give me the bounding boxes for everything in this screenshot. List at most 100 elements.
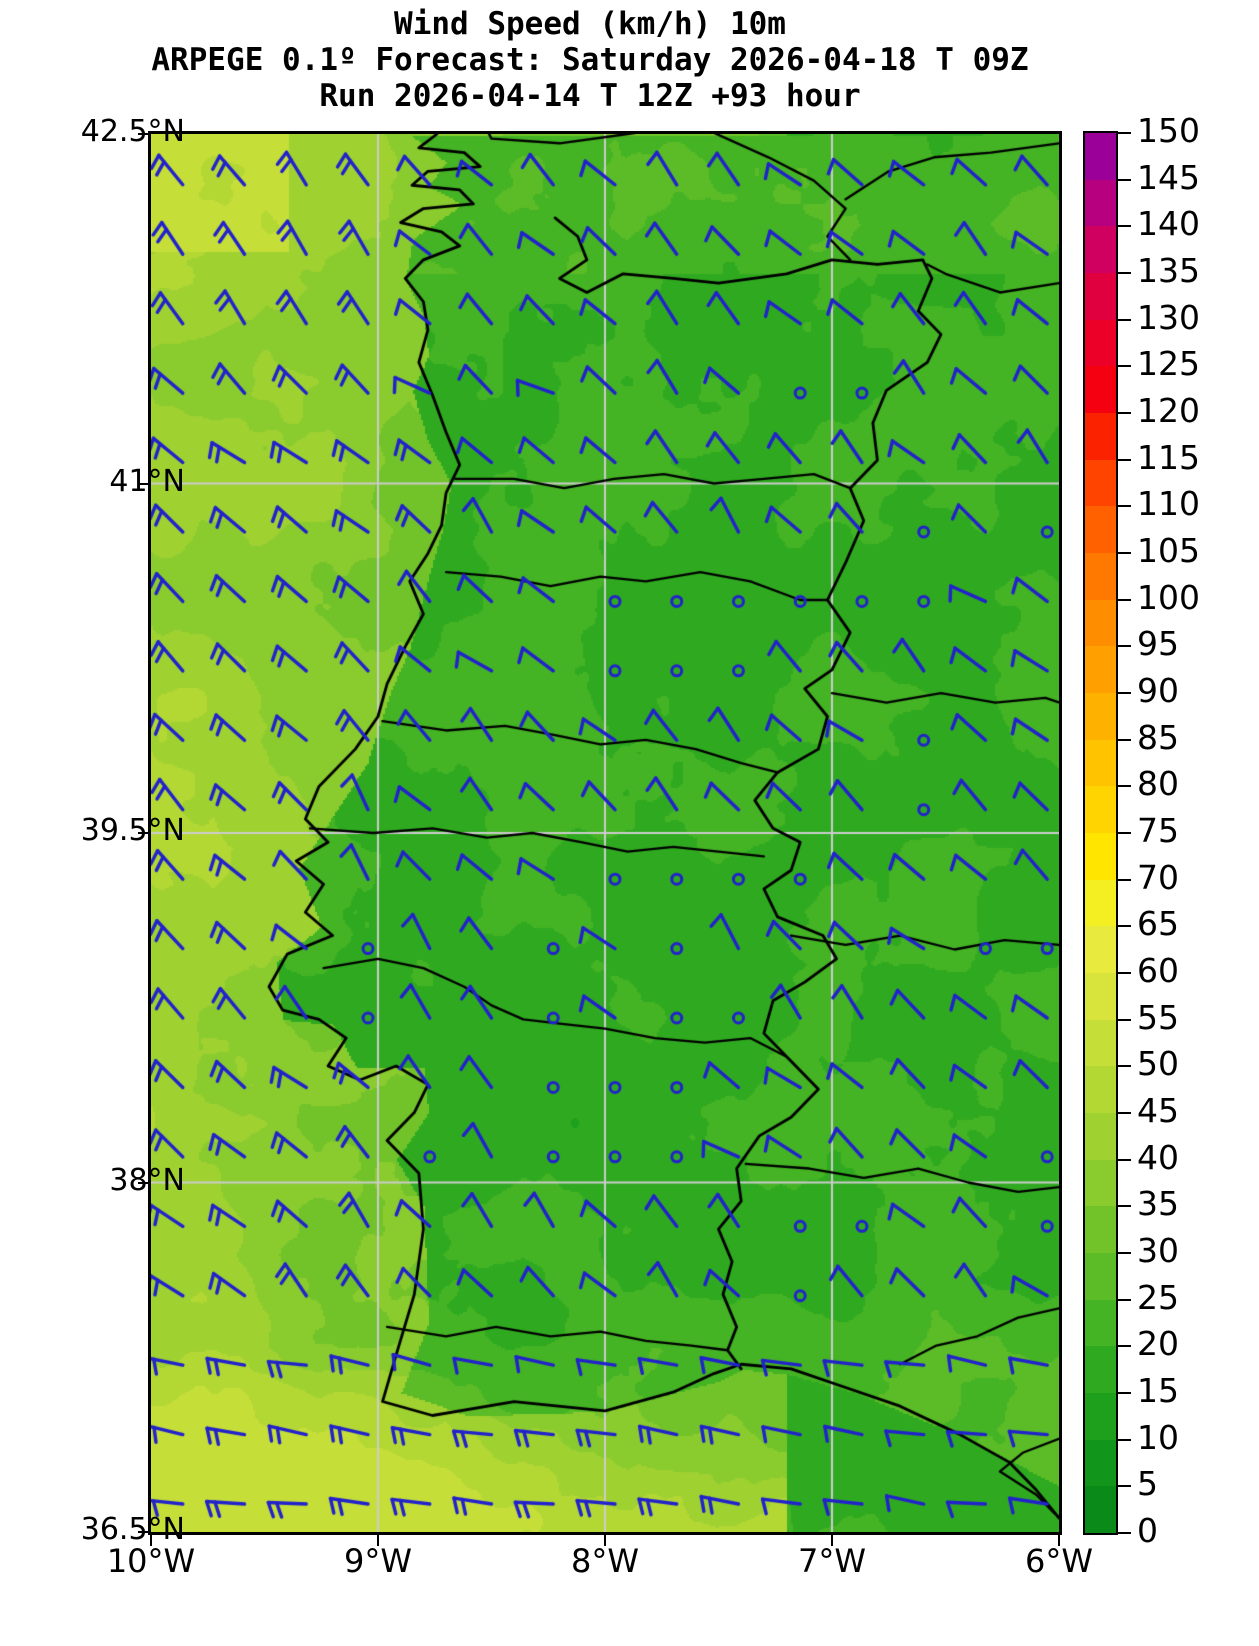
colorbar-tick bbox=[1118, 132, 1131, 134]
colorbar-tick bbox=[1118, 1252, 1131, 1254]
colorbar-tick-label: 130 bbox=[1137, 297, 1200, 337]
colorbar-tick bbox=[1118, 738, 1131, 741]
colorbar-tick bbox=[1118, 832, 1131, 834]
colorbar-tick bbox=[1118, 1298, 1131, 1301]
colorbar-tick bbox=[1118, 1438, 1131, 1441]
colorbar-tick-label: 5 bbox=[1137, 1464, 1158, 1504]
colorbar-tick bbox=[1118, 1392, 1131, 1394]
colorbar-segment bbox=[1085, 1345, 1116, 1393]
longitude-tick bbox=[1058, 1535, 1060, 1546]
longitude-tick-label: 7°W bbox=[798, 1542, 866, 1580]
colorbar-segment bbox=[1085, 1019, 1116, 1067]
colorbar-tick-label: 100 bbox=[1137, 577, 1200, 617]
colorbar-tick-label: 85 bbox=[1137, 717, 1179, 757]
colorbar-tick-label: 10 bbox=[1137, 1417, 1179, 1457]
colorbar-segment bbox=[1085, 1299, 1116, 1347]
wind-speed-field bbox=[151, 134, 1059, 1532]
colorbar-tick-label: 45 bbox=[1137, 1091, 1179, 1130]
colorbar-tick-label: 105 bbox=[1137, 531, 1200, 570]
colorbar-tick bbox=[1118, 645, 1131, 648]
colorbar-segment bbox=[1085, 365, 1116, 413]
colorbar-tick bbox=[1118, 1532, 1131, 1534]
latitude-tick bbox=[138, 1181, 149, 1184]
colorbar-segment bbox=[1085, 1252, 1116, 1300]
longitude-tick-label: 6°W bbox=[1025, 1542, 1093, 1580]
colorbar-segment bbox=[1085, 1205, 1116, 1253]
longitude-tick bbox=[150, 1535, 152, 1546]
colorbar-segment bbox=[1085, 785, 1116, 833]
colorbar-segment bbox=[1085, 832, 1116, 880]
colorbar-tick bbox=[1118, 785, 1131, 788]
colorbar-segment bbox=[1085, 552, 1116, 600]
colorbar-tick bbox=[1118, 552, 1131, 554]
colorbar-tick-label: 110 bbox=[1137, 484, 1200, 524]
colorbar-segment bbox=[1085, 412, 1116, 460]
colorbar-tick-label: 80 bbox=[1137, 764, 1179, 804]
colorbar-tick-label: 40 bbox=[1137, 1137, 1179, 1177]
colorbar-tick bbox=[1118, 972, 1131, 974]
latitude-tick bbox=[138, 832, 149, 834]
colorbar-tick-label: 150 bbox=[1137, 111, 1200, 150]
colorbar-segment bbox=[1085, 1159, 1116, 1207]
colorbar-tick-label: 60 bbox=[1137, 951, 1179, 990]
chart-title-block: Wind Speed (km/h) 10m ARPEGE 0.1º Foreca… bbox=[0, 6, 1180, 114]
colorbar-segment bbox=[1085, 459, 1116, 507]
colorbar-segment bbox=[1085, 1112, 1116, 1160]
longitude-tick bbox=[604, 1535, 606, 1546]
colorbar-segment bbox=[1085, 225, 1116, 273]
colorbar-tick-label: 115 bbox=[1137, 437, 1200, 477]
colorbar-tick bbox=[1118, 692, 1131, 694]
latitude-tick-label: 39.5°N bbox=[80, 813, 185, 848]
longitude-tick-label: 8°W bbox=[571, 1542, 639, 1580]
longitude-tick-label: 10°W bbox=[106, 1542, 196, 1580]
colorbar-tick-label: 50 bbox=[1137, 1044, 1179, 1084]
colorbar-tick-label: 135 bbox=[1137, 251, 1200, 290]
colorbar-segment bbox=[1085, 179, 1116, 227]
colorbar-tick-label: 35 bbox=[1137, 1184, 1179, 1224]
colorbar-tick bbox=[1118, 458, 1131, 461]
colorbar-tick bbox=[1118, 878, 1131, 881]
colorbar-tick-label: 25 bbox=[1137, 1277, 1179, 1317]
chart-subtitle-run: Run 2026-04-14 T 12Z +93 hour bbox=[319, 78, 861, 114]
longitude-tick-label: 9°W bbox=[344, 1542, 412, 1580]
colorbar-tick-label: 20 bbox=[1137, 1324, 1179, 1364]
colorbar-segment bbox=[1085, 645, 1116, 693]
colorbar-segment bbox=[1085, 505, 1116, 553]
latitude-tick-label: 42.5°N bbox=[80, 114, 185, 149]
map-plot-area[interactable] bbox=[148, 131, 1062, 1535]
colorbar-segment bbox=[1085, 739, 1116, 787]
colorbar-tick-label: 120 bbox=[1137, 391, 1200, 430]
colorbar-tick bbox=[1118, 412, 1131, 414]
colorbar-tick bbox=[1118, 178, 1131, 181]
colorbar-segment bbox=[1085, 1065, 1116, 1113]
longitude-tick bbox=[377, 1535, 379, 1546]
colorbar-tick-label: 140 bbox=[1137, 204, 1200, 244]
colorbar-tick bbox=[1118, 272, 1131, 274]
colorbar-segment bbox=[1085, 599, 1116, 647]
colorbar-tick-label: 0 bbox=[1137, 1511, 1158, 1550]
colorbar-segment bbox=[1085, 319, 1116, 367]
latitude-tick-label: 36.5°N bbox=[80, 1512, 185, 1547]
colorbar-tick-label: 55 bbox=[1137, 997, 1179, 1037]
colorbar-tick bbox=[1118, 925, 1131, 928]
latitude-tick bbox=[138, 1531, 149, 1533]
colorbar-segment bbox=[1085, 272, 1116, 320]
colorbar-tick bbox=[1118, 1065, 1131, 1068]
colorbar-tick bbox=[1118, 505, 1131, 508]
colorbar-segment bbox=[1085, 1392, 1116, 1440]
chart-title: Wind Speed (km/h) 10m bbox=[394, 6, 786, 42]
colorbar-tick-label: 125 bbox=[1137, 344, 1200, 384]
colorbar-tick-label: 145 bbox=[1137, 157, 1200, 197]
colorbar-tick bbox=[1118, 598, 1131, 601]
colorbar-tick-label: 90 bbox=[1137, 671, 1179, 710]
colorbar-tick bbox=[1118, 365, 1131, 368]
colorbar[interactable] bbox=[1083, 131, 1118, 1535]
latitude-tick-label: 38°N bbox=[109, 1162, 185, 1198]
colorbar-segment bbox=[1085, 879, 1116, 927]
latitude-tick bbox=[138, 133, 149, 135]
colorbar-tick bbox=[1118, 1018, 1131, 1021]
colorbar-segment bbox=[1085, 1439, 1116, 1487]
colorbar-tick-label: 30 bbox=[1137, 1231, 1179, 1270]
colorbar-segment bbox=[1085, 133, 1116, 180]
longitude-tick bbox=[831, 1535, 833, 1546]
